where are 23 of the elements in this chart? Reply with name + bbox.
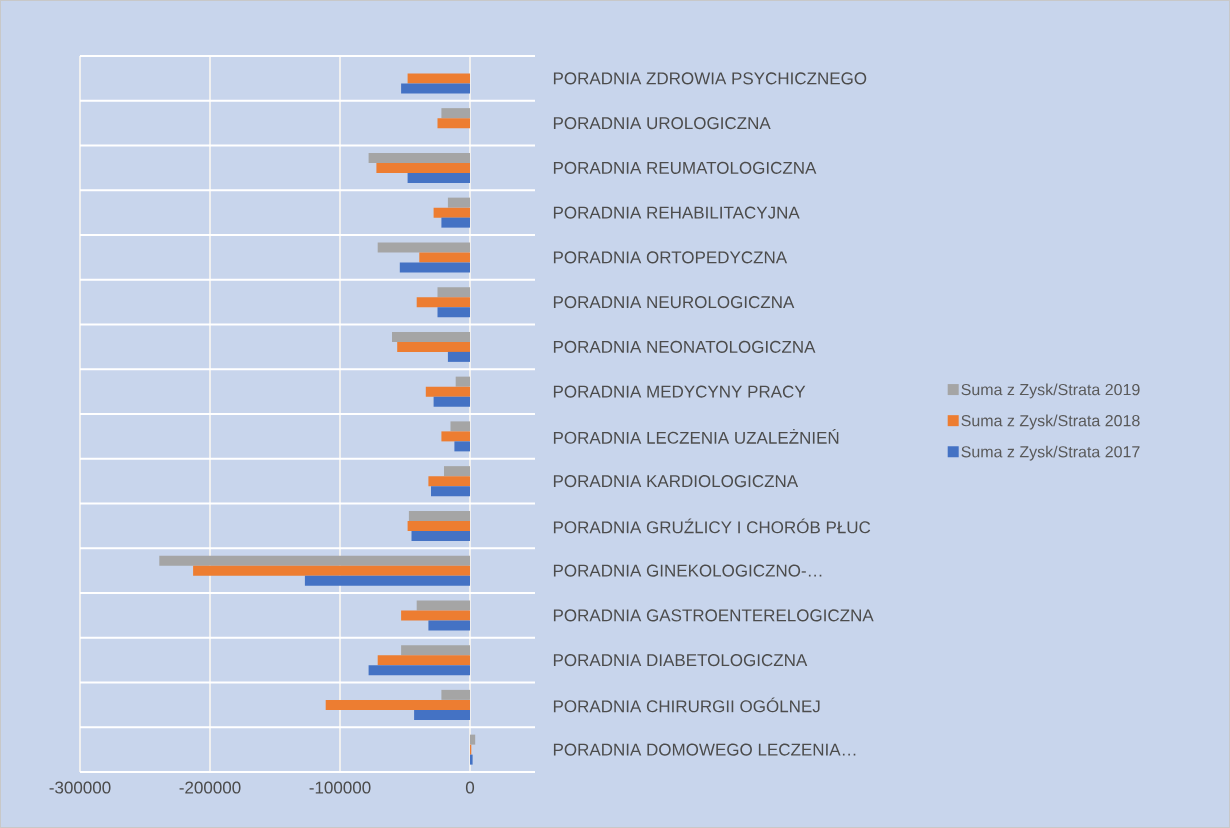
y-tick-label: PORADNIA LECZENIA UZALEŻNIEŃ	[553, 428, 839, 444]
y-tick-label: PORADNIA GRUŹLICY I CHORÓB PŁUC	[553, 518, 871, 534]
legend-label: Suma z Zysk/Strata 2019	[961, 383, 1140, 399]
y-tick-label: PORADNIA MEDYCYNY PRACY	[553, 385, 806, 398]
x-tick-label: -200000	[179, 781, 241, 794]
legend-label: Suma z Zysk/Strata 2017	[961, 445, 1140, 461]
x-tick-label: 0	[465, 781, 475, 794]
y-tick-label: PORADNIA GASTROENTERELOGICZNA	[553, 609, 874, 622]
y-tick-label: PORADNIA DOMOWEGO LECZENIA…	[553, 743, 856, 756]
y-tick-label: PORADNIA NEONATOLOGICZNA	[553, 340, 816, 353]
y-tick-label: PORADNIA REUMATOLOGICZNA	[553, 161, 817, 174]
y-tick-label: PORADNIA ZDROWIA PSYCHICZNEGO	[553, 72, 867, 85]
x-tick-label: -300000	[49, 781, 111, 794]
y-tick-label: PORADNIA KARDIOLOGICZNA	[553, 475, 799, 488]
legend-label: Suma z Zysk/Strata 2018	[961, 414, 1140, 430]
y-tick-label: PORADNIA UROLOGICZNA	[553, 117, 771, 130]
x-tick-label: -100000	[309, 781, 371, 794]
y-tick-label: PORADNIA NEUROLOGICZNA	[553, 296, 795, 309]
y-tick-label: PORADNIA REHABILITACYJNA	[553, 206, 800, 219]
y-tick-label: PORADNIA ORTOPEDYCZNA	[553, 251, 788, 264]
y-tick-label: PORADNIA CHIRURGII OGÓLNEJ	[553, 697, 820, 713]
y-tick-label: PORADNIA GINEKOLOGICZNO-…	[553, 564, 822, 577]
y-tick-label: PORADNIA DIABETOLOGICZNA	[553, 654, 808, 667]
